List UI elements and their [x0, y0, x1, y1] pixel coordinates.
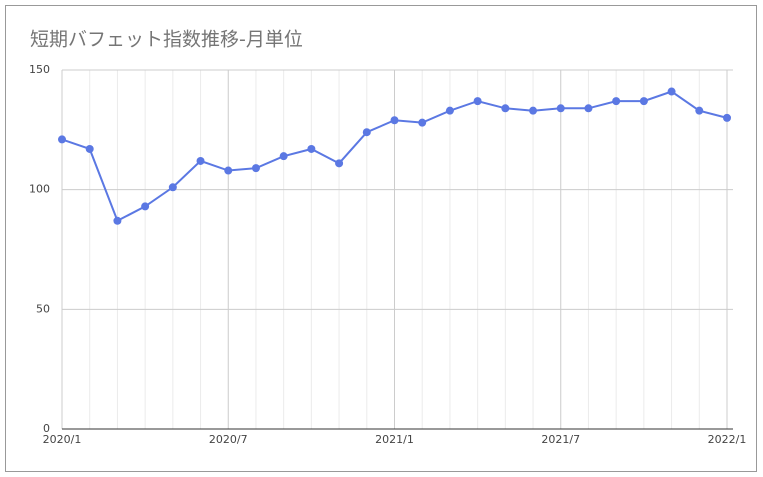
data-point — [168, 183, 177, 192]
data-point — [695, 106, 704, 115]
data-point — [224, 166, 233, 175]
data-point — [390, 116, 399, 125]
data-point — [113, 216, 122, 225]
y-tick-label: 50 — [36, 302, 50, 315]
data-point — [501, 104, 510, 113]
data-point — [335, 159, 344, 168]
data-point — [639, 97, 648, 106]
data-point — [196, 156, 205, 165]
data-point — [445, 106, 454, 115]
x-tick-label: 2020/1 — [43, 433, 82, 446]
chart-title: 短期バフェット指数推移-月単位 — [30, 29, 303, 51]
data-point — [723, 113, 731, 122]
x-tick-label: 2021/7 — [541, 433, 580, 446]
data-point — [418, 118, 427, 127]
data-point — [362, 128, 371, 137]
data-point — [58, 135, 66, 144]
x-tick-label: 2022/1 — [708, 433, 747, 446]
data-point — [584, 104, 593, 113]
y-tick-label: 100 — [29, 183, 50, 196]
data-point — [556, 104, 565, 113]
y-tick-label: 0 — [43, 422, 50, 435]
data-point — [85, 144, 94, 153]
x-tick-label: 2020/7 — [209, 433, 248, 446]
data-point — [667, 87, 676, 96]
y-tick-label: 150 — [29, 63, 50, 76]
data-point — [279, 152, 288, 161]
data-point — [612, 97, 621, 106]
data-point — [141, 202, 150, 211]
x-tick-label: 2021/1 — [375, 433, 414, 446]
data-point — [251, 164, 260, 173]
chart-border — [5, 5, 757, 472]
data-point — [307, 144, 316, 153]
data-point — [473, 97, 482, 106]
data-point — [529, 106, 538, 115]
